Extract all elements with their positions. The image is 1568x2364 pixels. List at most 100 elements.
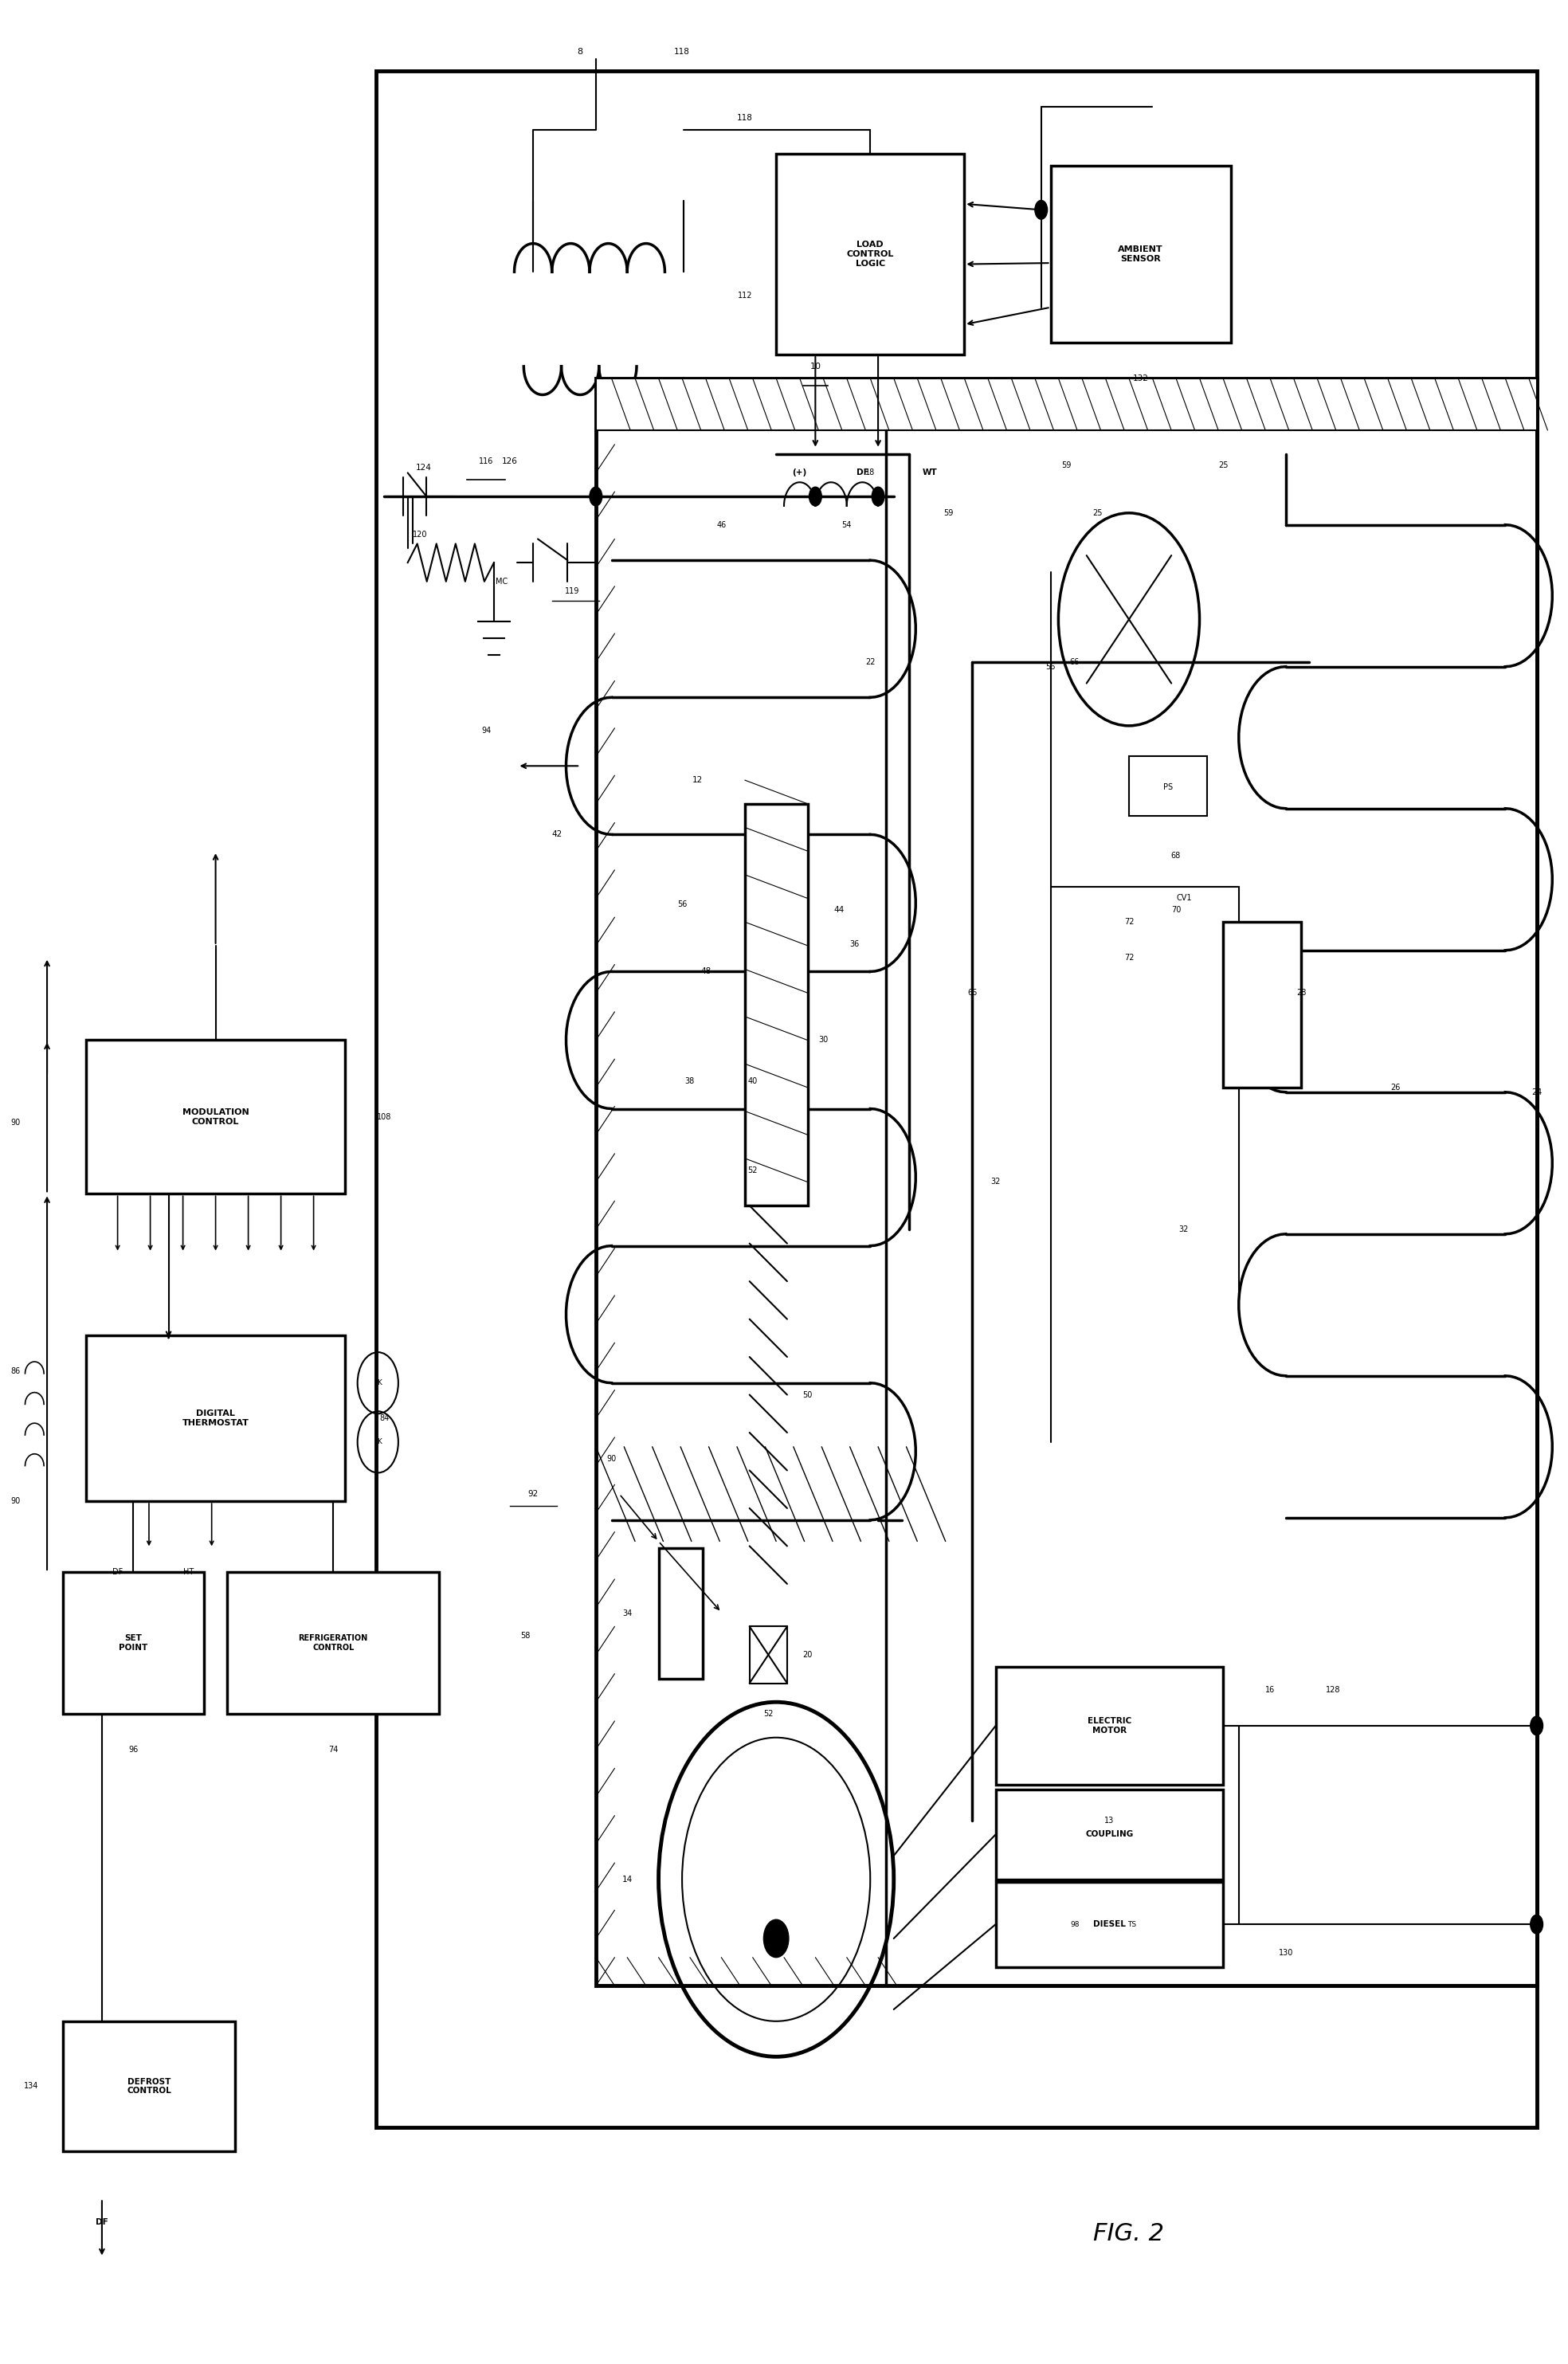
Text: 132: 132 bbox=[1132, 374, 1149, 383]
Bar bbox=[659, 1548, 702, 1678]
Bar bbox=[227, 1572, 439, 1714]
Text: 70: 70 bbox=[1171, 905, 1181, 915]
Text: 59: 59 bbox=[1062, 461, 1071, 470]
Text: 112: 112 bbox=[737, 291, 753, 300]
Text: 24: 24 bbox=[1532, 1087, 1541, 1097]
Text: 120: 120 bbox=[412, 530, 428, 539]
Circle shape bbox=[1530, 1716, 1543, 1735]
Text: REFRIGERATION
CONTROL: REFRIGERATION CONTROL bbox=[298, 1634, 368, 1652]
Text: 118: 118 bbox=[674, 47, 690, 57]
Text: CV1: CV1 bbox=[1176, 894, 1192, 903]
Bar bbox=[86, 1336, 345, 1501]
Text: COUPLING: COUPLING bbox=[1085, 1830, 1134, 1839]
Text: 32: 32 bbox=[1179, 1225, 1189, 1234]
Text: 50: 50 bbox=[803, 1390, 812, 1399]
Circle shape bbox=[809, 487, 822, 506]
Text: 8: 8 bbox=[577, 47, 583, 57]
Text: 134: 134 bbox=[24, 2083, 39, 2090]
Bar bbox=[596, 378, 1537, 430]
Text: FIG. 2: FIG. 2 bbox=[1093, 2222, 1165, 2246]
Bar bbox=[1223, 922, 1301, 1087]
Text: 116: 116 bbox=[478, 456, 494, 466]
Text: 44: 44 bbox=[834, 905, 844, 915]
Bar bbox=[996, 1882, 1223, 1967]
Text: 59: 59 bbox=[944, 508, 953, 518]
Bar bbox=[1129, 756, 1207, 816]
Text: 56: 56 bbox=[677, 901, 687, 908]
Text: 26: 26 bbox=[1391, 1083, 1400, 1092]
Text: 54: 54 bbox=[842, 520, 851, 530]
Circle shape bbox=[872, 487, 884, 506]
Text: 128: 128 bbox=[1325, 1686, 1341, 1695]
Circle shape bbox=[764, 1920, 789, 1957]
Bar bbox=[596, 378, 1537, 1986]
Text: 22: 22 bbox=[866, 657, 875, 667]
Text: 56: 56 bbox=[1046, 662, 1055, 671]
Bar bbox=[63, 2021, 235, 2151]
Text: MODULATION
CONTROL: MODULATION CONTROL bbox=[182, 1109, 249, 1125]
Text: 94: 94 bbox=[481, 726, 491, 735]
Text: AMBIENT
SENSOR: AMBIENT SENSOR bbox=[1118, 246, 1163, 262]
Bar bbox=[1051, 165, 1231, 343]
Text: (+): (+) bbox=[792, 468, 808, 478]
Text: 13: 13 bbox=[1104, 1816, 1115, 1825]
Circle shape bbox=[1035, 201, 1047, 220]
Bar bbox=[776, 154, 964, 355]
Text: 34: 34 bbox=[622, 1610, 632, 1617]
Text: 38: 38 bbox=[685, 1078, 695, 1085]
Text: 124: 124 bbox=[416, 463, 431, 473]
Text: 74: 74 bbox=[328, 1745, 339, 1754]
Text: 92: 92 bbox=[528, 1489, 538, 1499]
Bar bbox=[745, 804, 808, 1206]
Text: 72: 72 bbox=[1124, 953, 1134, 962]
Text: 90: 90 bbox=[11, 1496, 20, 1506]
Text: HT: HT bbox=[183, 1567, 193, 1577]
Text: 16: 16 bbox=[1265, 1686, 1275, 1695]
Text: 40: 40 bbox=[748, 1078, 757, 1085]
Text: 86: 86 bbox=[11, 1366, 20, 1376]
Text: 18: 18 bbox=[866, 468, 875, 478]
Text: 130: 130 bbox=[1278, 1948, 1294, 1957]
Bar bbox=[996, 1790, 1223, 1879]
Text: SET
POINT: SET POINT bbox=[119, 1634, 147, 1652]
Text: LOAD
CONTROL
LOGIC: LOAD CONTROL LOGIC bbox=[847, 241, 894, 267]
Text: 84: 84 bbox=[379, 1414, 389, 1423]
Text: 52: 52 bbox=[748, 1165, 757, 1175]
Bar bbox=[750, 1626, 787, 1683]
Text: 25: 25 bbox=[1093, 508, 1102, 518]
Text: MC: MC bbox=[495, 577, 508, 586]
Text: DF: DF bbox=[856, 468, 869, 478]
Text: TS: TS bbox=[1127, 1920, 1137, 1929]
Text: 126: 126 bbox=[502, 456, 517, 466]
Text: 20: 20 bbox=[803, 1650, 812, 1660]
Text: 90: 90 bbox=[607, 1454, 616, 1463]
Circle shape bbox=[1530, 1915, 1543, 1934]
Text: 96: 96 bbox=[129, 1745, 138, 1754]
Text: 14: 14 bbox=[622, 1875, 632, 1884]
Text: 2K: 2K bbox=[373, 1378, 383, 1388]
Text: PS: PS bbox=[1163, 782, 1173, 792]
Text: 66: 66 bbox=[1069, 657, 1079, 667]
Bar bbox=[63, 1572, 204, 1714]
Text: DEFROST
CONTROL: DEFROST CONTROL bbox=[127, 2078, 171, 2095]
Text: DIESEL: DIESEL bbox=[1093, 1920, 1126, 1929]
Text: 68: 68 bbox=[1171, 851, 1181, 860]
Text: 1K: 1K bbox=[373, 1437, 383, 1447]
Circle shape bbox=[590, 487, 602, 506]
Text: 48: 48 bbox=[701, 967, 710, 976]
Text: 30: 30 bbox=[818, 1035, 828, 1045]
Text: 72: 72 bbox=[1124, 917, 1134, 927]
Text: DIGITAL
THERMOSTAT: DIGITAL THERMOSTAT bbox=[182, 1409, 249, 1428]
Text: 28: 28 bbox=[1297, 988, 1306, 998]
Bar bbox=[376, 71, 1537, 2128]
Text: 11: 11 bbox=[779, 1934, 789, 1943]
Text: 52: 52 bbox=[764, 1709, 773, 1719]
Text: DF: DF bbox=[113, 1567, 122, 1577]
Text: 98: 98 bbox=[1071, 1920, 1080, 1929]
Text: 32: 32 bbox=[991, 1177, 1000, 1187]
Text: 12: 12 bbox=[693, 775, 702, 785]
Text: WT: WT bbox=[922, 468, 938, 478]
Text: 108: 108 bbox=[376, 1113, 392, 1121]
Text: DF: DF bbox=[96, 2217, 108, 2227]
Bar bbox=[996, 1667, 1223, 1785]
